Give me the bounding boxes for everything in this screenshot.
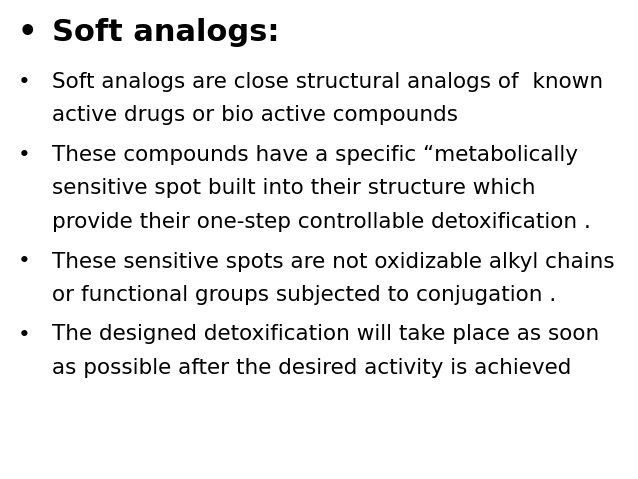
- Text: •: •: [18, 145, 31, 165]
- Text: provide their one-step controllable detoxification .: provide their one-step controllable deto…: [52, 212, 591, 232]
- Text: active drugs or bio active compounds: active drugs or bio active compounds: [52, 105, 458, 125]
- Text: Soft analogs:: Soft analogs:: [52, 18, 279, 47]
- Text: •: •: [18, 72, 31, 92]
- Text: •: •: [18, 251, 31, 272]
- Text: The designed detoxification will take place as soon: The designed detoxification will take pl…: [52, 324, 599, 344]
- Text: •: •: [18, 324, 31, 344]
- Text: sensitive spot built into their structure which: sensitive spot built into their structur…: [52, 179, 535, 198]
- Text: •: •: [18, 18, 38, 47]
- Text: These sensitive spots are not oxidizable alkyl chains: These sensitive spots are not oxidizable…: [52, 251, 614, 272]
- Text: These compounds have a specific “metabolically: These compounds have a specific “metabol…: [52, 145, 578, 165]
- Text: Soft analogs are close structural analogs of  known: Soft analogs are close structural analog…: [52, 72, 603, 92]
- Text: or functional groups subjected to conjugation .: or functional groups subjected to conjug…: [52, 285, 556, 305]
- Text: as possible after the desired activity is achieved: as possible after the desired activity i…: [52, 358, 572, 378]
